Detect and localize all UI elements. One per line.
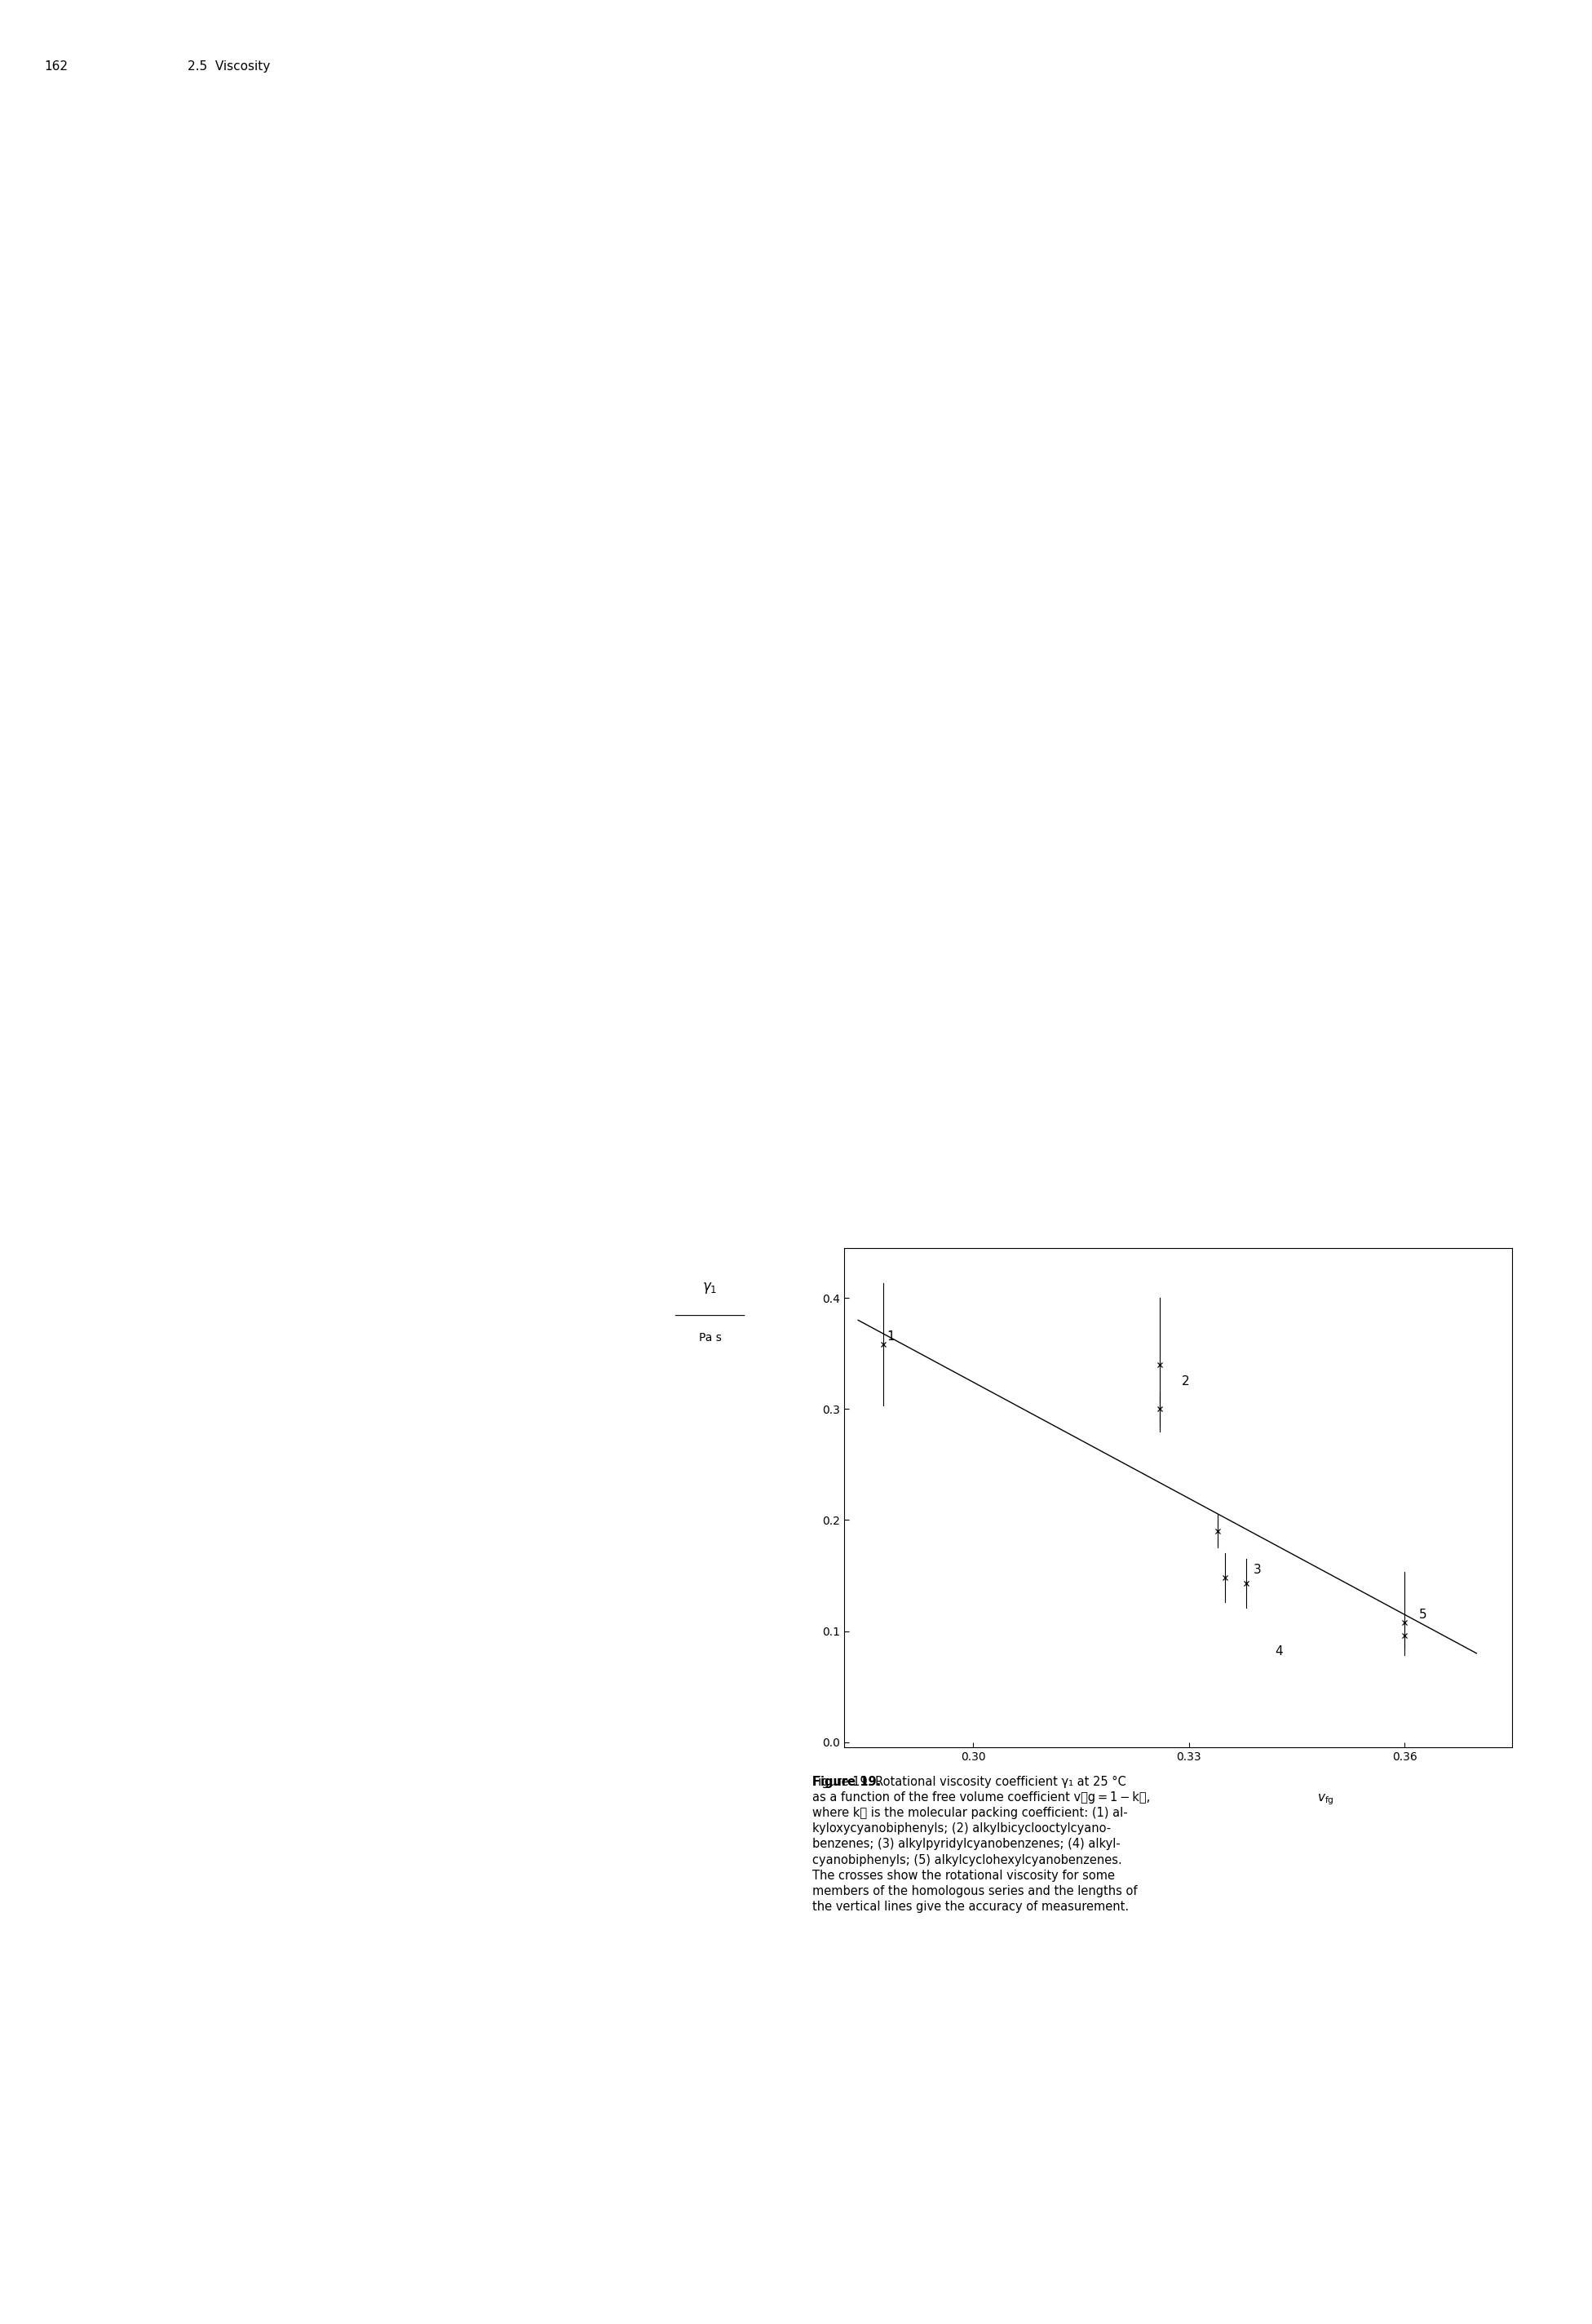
Text: Figure 19.: Figure 19. [812, 1776, 880, 1787]
Text: $\gamma_1$: $\gamma_1$ [702, 1281, 718, 1294]
Text: 2: 2 [1181, 1376, 1189, 1387]
Text: 2.5  Viscosity: 2.5 Viscosity [188, 60, 271, 72]
Text: 1: 1 [887, 1332, 895, 1343]
Text: Pa s: Pa s [699, 1332, 721, 1343]
Text: 3: 3 [1253, 1564, 1261, 1576]
Text: Figure 19. Rotational viscosity coefficient γ₁ at 25 °C
as a function of the fre: Figure 19. Rotational viscosity coeffici… [812, 1776, 1149, 1913]
Text: 5: 5 [1418, 1608, 1426, 1620]
Text: 162: 162 [45, 60, 68, 72]
Text: 4: 4 [1275, 1645, 1283, 1657]
Text: $v_\mathrm{fg}$: $v_\mathrm{fg}$ [1317, 1792, 1334, 1808]
